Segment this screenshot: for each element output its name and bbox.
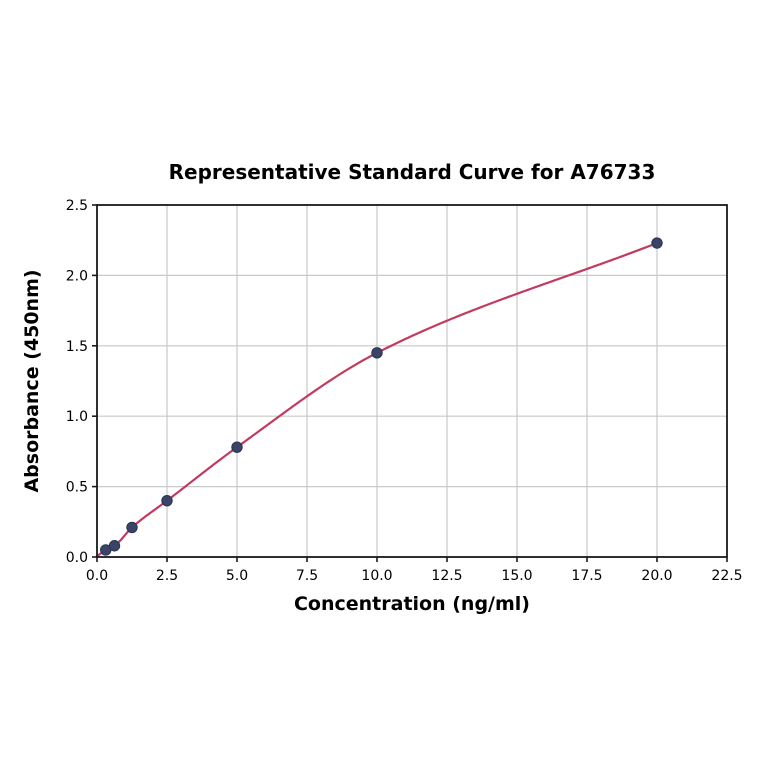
x-tick-label: 12.5 <box>431 568 462 584</box>
data-point <box>231 441 243 453</box>
y-tick-label: 1.0 <box>66 409 88 425</box>
y-tick-label: 2.5 <box>66 198 88 214</box>
x-tick-label: 10.0 <box>361 568 392 584</box>
data-point <box>161 494 173 507</box>
y-tick-label: 1.5 <box>66 339 88 355</box>
gridlines <box>96 204 728 558</box>
y-tick-label: 0.5 <box>66 480 88 496</box>
data-point <box>371 347 383 359</box>
x-axis-tick-marks <box>96 557 728 562</box>
data-point <box>651 237 663 249</box>
x-tick-label: 20.0 <box>641 568 672 584</box>
chart-title: Representative Standard Curve for A76733 <box>169 160 656 184</box>
y-axis-tick-marks <box>92 204 97 558</box>
x-axis-label: Concentration (ng/ml) <box>294 593 530 615</box>
x-tick-labels: 0.0 2.5 5.0 7.5 10.0 12.5 15.0 17.5 20.0 22.5 <box>86 568 743 584</box>
y-axis-label: Absorbance (450nm) <box>21 269 43 492</box>
x-tick-label: 0.0 <box>86 568 108 584</box>
plot-border <box>96 204 728 558</box>
data-point <box>108 540 121 552</box>
x-tick-label: 7.5 <box>296 568 318 584</box>
x-tick-label: 15.0 <box>501 568 532 584</box>
x-tick-label: 5.0 <box>226 568 248 584</box>
y-tick-label: 2.0 <box>66 268 88 284</box>
x-tick-label: 2.5 <box>156 568 178 584</box>
x-tick-label: 22.5 <box>711 568 742 584</box>
y-tick-labels: 0.0 0.5 1.0 1.5 2.0 2.5 <box>66 198 88 566</box>
x-tick-label: 17.5 <box>571 568 602 584</box>
y-tick-label: 0.0 <box>66 550 88 566</box>
data-points <box>100 237 663 556</box>
data-point <box>126 521 138 534</box>
